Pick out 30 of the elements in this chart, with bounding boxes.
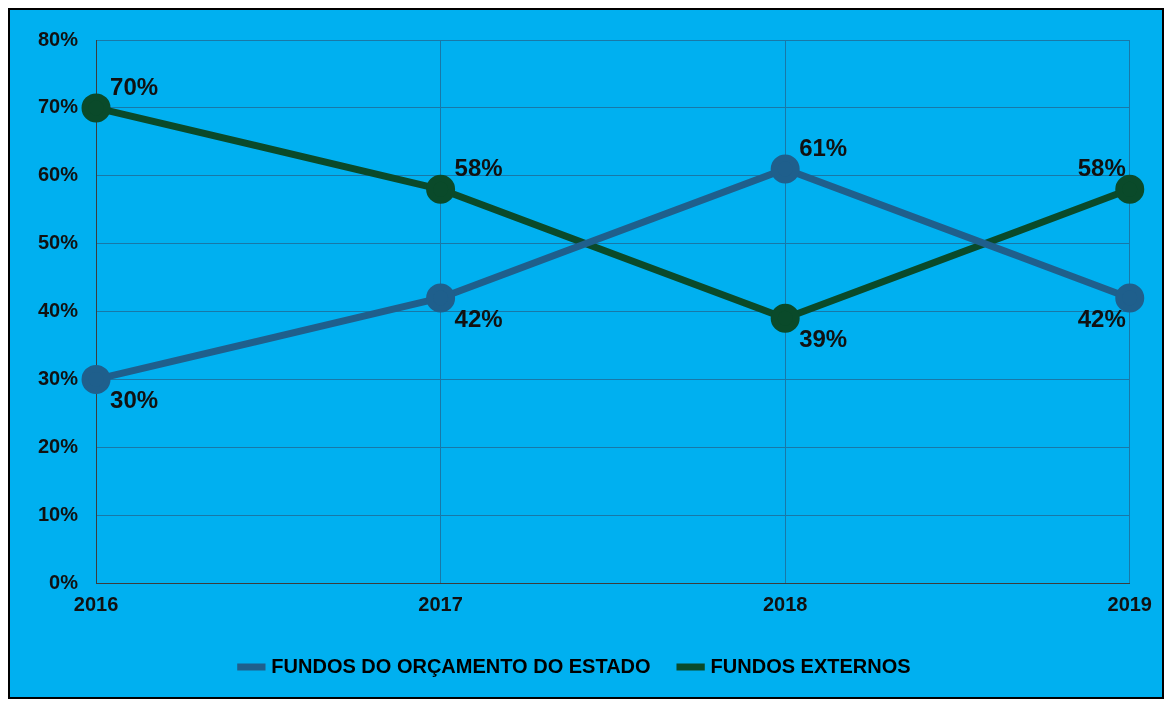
x-tick-label: 2016 [73,592,119,615]
data-label: 58% [1077,153,1126,181]
x-tick-label: 2019 [1107,592,1152,615]
x-tick-label: 2017 [418,592,463,615]
point [426,283,456,313]
data-label: 58% [454,153,503,181]
y-tick-label: 70% [38,95,79,118]
data-label: 42% [454,304,503,332]
legend-label: FUNDOS EXTERNOS [710,654,911,677]
data-label: 70% [110,72,159,100]
y-tick-label: 20% [38,434,79,457]
y-tick-label: 30% [38,366,79,389]
y-tick-label: 60% [38,163,79,186]
y-tick-label: 80% [38,27,79,50]
data-label: 42% [1077,304,1126,332]
data-label: 61% [799,133,848,161]
point [426,174,456,204]
data-label: 39% [799,324,848,352]
y-tick-label: 0% [49,570,79,593]
point [1115,174,1145,204]
legend-label: FUNDOS DO ORÇAMENTO DO ESTADO [271,654,651,677]
point [770,154,800,184]
data-label: 30% [110,386,159,413]
point [770,303,800,333]
y-tick-label: 10% [38,502,79,525]
x-tick-label: 2018 [762,592,808,615]
point [81,364,111,394]
point [81,93,111,123]
y-tick-label: 50% [38,231,79,254]
y-tick-label: 40% [38,299,79,322]
